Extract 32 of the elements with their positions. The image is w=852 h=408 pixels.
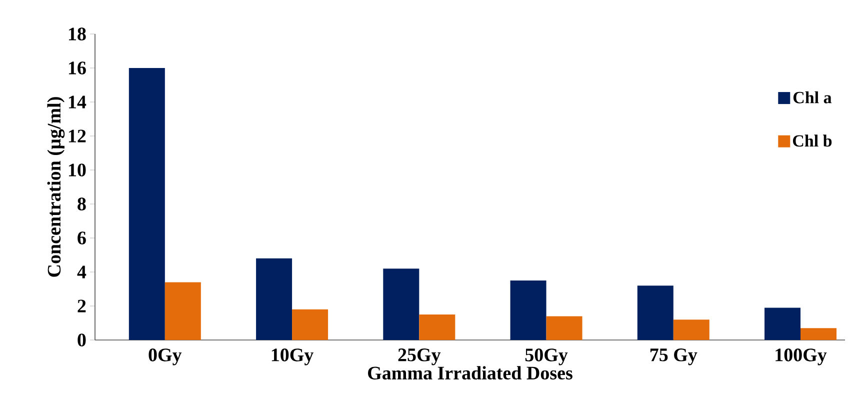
bar	[383, 268, 420, 340]
y-axis-title: Concentration (µg/ml)	[47, 97, 65, 277]
y-tick-label: 2	[78, 300, 86, 312]
bar	[546, 316, 582, 340]
bar	[673, 320, 710, 340]
y-tick-label: 18	[68, 28, 86, 40]
x-tick-label: 50Gy	[525, 348, 568, 366]
y-tick-label: 4	[77, 266, 86, 278]
y-tick-label: 10	[68, 164, 86, 176]
legend-label: Chl a	[793, 91, 832, 104]
bar	[510, 280, 546, 340]
x-axis-title: Gamma Irradiated Doses	[368, 366, 572, 380]
bar	[128, 68, 165, 340]
bar	[164, 282, 201, 340]
legend-label: Chl b	[792, 134, 832, 147]
y-tick-label: 12	[68, 130, 86, 142]
x-tick-label: 0Gy	[148, 348, 182, 366]
y-tick-label: 14	[68, 96, 86, 108]
y-tick-label: 6	[78, 232, 86, 244]
bar	[256, 258, 292, 340]
bar	[637, 286, 674, 340]
y-tick-label: 8	[78, 198, 86, 210]
x-tick-label: 75 Gy	[650, 348, 698, 366]
y-tick-label: 16	[68, 62, 86, 74]
bar	[764, 308, 801, 340]
bar	[292, 309, 328, 340]
bar	[800, 328, 837, 340]
x-tick-label: 10Gy	[272, 348, 314, 366]
bar	[419, 314, 456, 340]
x-tick-label: 100Gy	[776, 348, 827, 366]
y-tick-label: 0	[78, 334, 86, 346]
x-tick-label: 25Gy	[398, 348, 441, 366]
